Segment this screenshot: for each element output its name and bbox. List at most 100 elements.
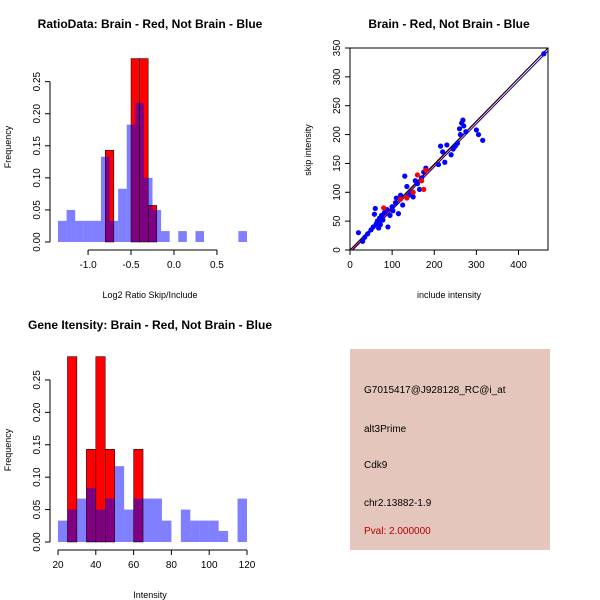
brain-bar-outline [147, 205, 158, 243]
not-brain-bar [209, 520, 219, 542]
probe-info-panel: G7015417@J928128_RC@i_at alt3Prime Cdk9 … [350, 349, 550, 550]
not-brain-bar [178, 231, 187, 242]
not-brain-bar [195, 231, 205, 242]
x-tick-label: 300 [468, 260, 485, 271]
not-brain-point [440, 149, 446, 155]
y-tick-label: 0.20 [32, 402, 43, 422]
y-tick-label: 0.15 [32, 435, 43, 455]
not-brain-point [393, 195, 399, 201]
not-brain-point [380, 217, 386, 223]
x-tick-label: 120 [239, 560, 256, 571]
x-tick-label: 200 [426, 260, 443, 271]
y-tick-label: 250 [332, 97, 343, 114]
not-brain-point [410, 194, 416, 200]
not-brain-bar [58, 520, 68, 542]
not-brain-point [461, 123, 467, 129]
not-brain-point [377, 222, 383, 228]
y-tick-label: 100 [332, 184, 343, 201]
not-brain-point [355, 230, 362, 236]
not-brain-bar [86, 488, 96, 542]
x-tick-label: 0.5 [210, 260, 224, 271]
not-brain-point [360, 238, 366, 244]
not-brain-point [437, 143, 444, 149]
not-brain-bar [114, 466, 125, 542]
not-brain-point [402, 173, 408, 179]
not-brain-bar [118, 188, 127, 242]
not-brain-point [414, 181, 421, 187]
not-brain-point [392, 200, 399, 206]
not-brain-bar [67, 509, 77, 542]
not-brain-point [460, 117, 466, 123]
y-tick-label: 0.10 [32, 467, 43, 487]
x-tick-label: 0 [347, 260, 353, 271]
y-tick-label: 0.25 [32, 370, 43, 390]
not-brain-point [395, 211, 402, 217]
not-brain-bar [237, 498, 247, 542]
brain-point [419, 178, 425, 184]
x-axis-label: include intensity [417, 290, 482, 300]
y-tick-label: 0.10 [32, 168, 43, 188]
y-axis-label: Frequency [3, 428, 13, 471]
not-brain-point [372, 205, 378, 212]
not-brain-bar [133, 498, 144, 542]
scatter-plot-area [350, 48, 548, 250]
x-axis-label: Intensity [133, 590, 167, 600]
plot-frame [349, 47, 549, 251]
y-tick-label: 0.20 [32, 104, 43, 124]
not-brain-point [362, 234, 368, 240]
not-brain-bar [75, 220, 84, 242]
not-brain-point [473, 127, 479, 133]
y-tick-label: 0.00 [32, 232, 43, 252]
not-brain-bar [83, 220, 93, 242]
not-brain-bar [152, 498, 162, 542]
brain-bar [67, 356, 77, 542]
y-tick-label: 150 [332, 155, 343, 172]
x-tick-label: 100 [384, 260, 401, 271]
brain-point [423, 167, 429, 173]
not-brain-bar [92, 220, 101, 242]
y-tick-label: 350 [332, 39, 343, 56]
not-brain-bar [105, 498, 115, 542]
not-brain-point [448, 152, 454, 158]
not-brain-bar [58, 220, 67, 242]
brain-bar-outline [105, 449, 115, 543]
not-brain-point [397, 192, 404, 198]
not-brain-point [390, 208, 396, 214]
not-brain-bar [218, 530, 229, 542]
not-brain-point [416, 186, 423, 192]
brain-point [381, 205, 387, 211]
brain-bar [133, 449, 144, 542]
y-tick-label: 0 [332, 247, 343, 253]
y-axis-label: skip intensity [303, 124, 313, 176]
not-brain-point [475, 131, 482, 138]
not-brain-point [371, 211, 378, 217]
not-brain-bar [161, 520, 172, 542]
chart-title: Brain - Red, Not Brain - Blue [368, 17, 530, 31]
x-tick-label: 40 [90, 560, 102, 571]
not-brain-point [400, 202, 406, 208]
gene-intensity-histogram-panel: 20 40 60 80 100 120 0.00 0.05 0.10 0.15 0.20 0.25 Ge… [3, 318, 272, 600]
not-brain-point [389, 204, 395, 210]
y-tick-label: 0.05 [32, 200, 43, 220]
x-tick-label: -1.0 [79, 260, 97, 271]
brain-bar-outline [133, 449, 144, 543]
not-brain-bar [76, 498, 87, 542]
not-brain-point [463, 129, 469, 135]
chart-title: RatioData: Brain - Red, Not Brain - Blue [38, 17, 263, 31]
not-brain-bar [161, 231, 170, 242]
brain-bar-outline [67, 356, 78, 543]
brain-point [421, 186, 427, 192]
y-tick-label: 0.25 [32, 71, 43, 91]
event-type-text: alt3Prime [364, 424, 407, 435]
x-tick-label: 400 [510, 260, 527, 271]
y-axis-label: Frequency [3, 125, 13, 168]
x-tick-label: -0.5 [122, 260, 140, 271]
x-tick-label: 0.0 [167, 260, 181, 271]
y-tick-label: 300 [332, 68, 343, 85]
brain-bar-outline [139, 58, 149, 243]
not-brain-bar [143, 498, 153, 542]
pval-text: Pval: 2.000000 [364, 526, 431, 537]
y-tick-label: 200 [332, 126, 343, 143]
not-brain-point [456, 126, 463, 132]
not-brain-point [454, 140, 461, 146]
